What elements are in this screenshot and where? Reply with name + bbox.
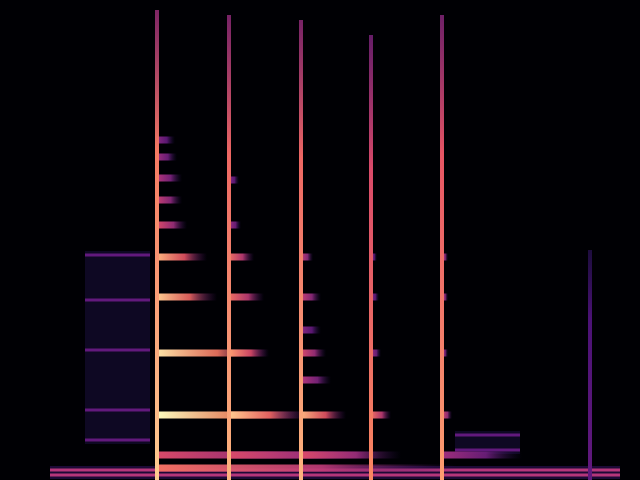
spectrogram — [0, 0, 640, 480]
noise-band — [50, 474, 620, 477]
noise-band — [85, 409, 150, 412]
onset-line — [369, 35, 373, 480]
harmonic-band — [157, 222, 187, 229]
noise-band — [85, 439, 150, 442]
harmonic-band — [229, 254, 254, 261]
noise-band — [455, 434, 520, 437]
harmonic-band — [157, 137, 175, 144]
harmonic-band — [229, 350, 269, 357]
noise-band — [85, 299, 150, 302]
onset-line — [440, 15, 444, 480]
plot-area — [50, 10, 620, 480]
harmonic-band — [157, 175, 182, 182]
onset-line — [299, 20, 303, 480]
noise-patch — [85, 251, 150, 444]
harmonic-band — [301, 294, 321, 301]
noise-patch — [455, 431, 520, 454]
harmonic-band — [157, 154, 177, 161]
noise-band — [455, 449, 520, 452]
harmonic-band — [229, 412, 304, 419]
harmonic-band — [157, 412, 307, 419]
noise-band — [85, 349, 150, 352]
harmonic-band — [157, 465, 457, 472]
harmonic-band — [442, 452, 522, 459]
noise-band — [85, 254, 150, 257]
harmonic-band — [301, 327, 321, 334]
background — [0, 0, 640, 480]
harmonic-band — [157, 197, 182, 204]
harmonic-band — [157, 254, 207, 261]
harmonic-band — [301, 452, 401, 459]
harmonic-band — [157, 294, 217, 301]
harmonic-band — [301, 350, 326, 357]
harmonic-band — [301, 412, 346, 419]
onset-line — [155, 10, 159, 480]
harmonic-band — [371, 412, 391, 419]
harmonic-band — [229, 294, 264, 301]
harmonic-band — [301, 377, 331, 384]
onset-line — [588, 250, 592, 480]
onset-line — [227, 15, 231, 480]
